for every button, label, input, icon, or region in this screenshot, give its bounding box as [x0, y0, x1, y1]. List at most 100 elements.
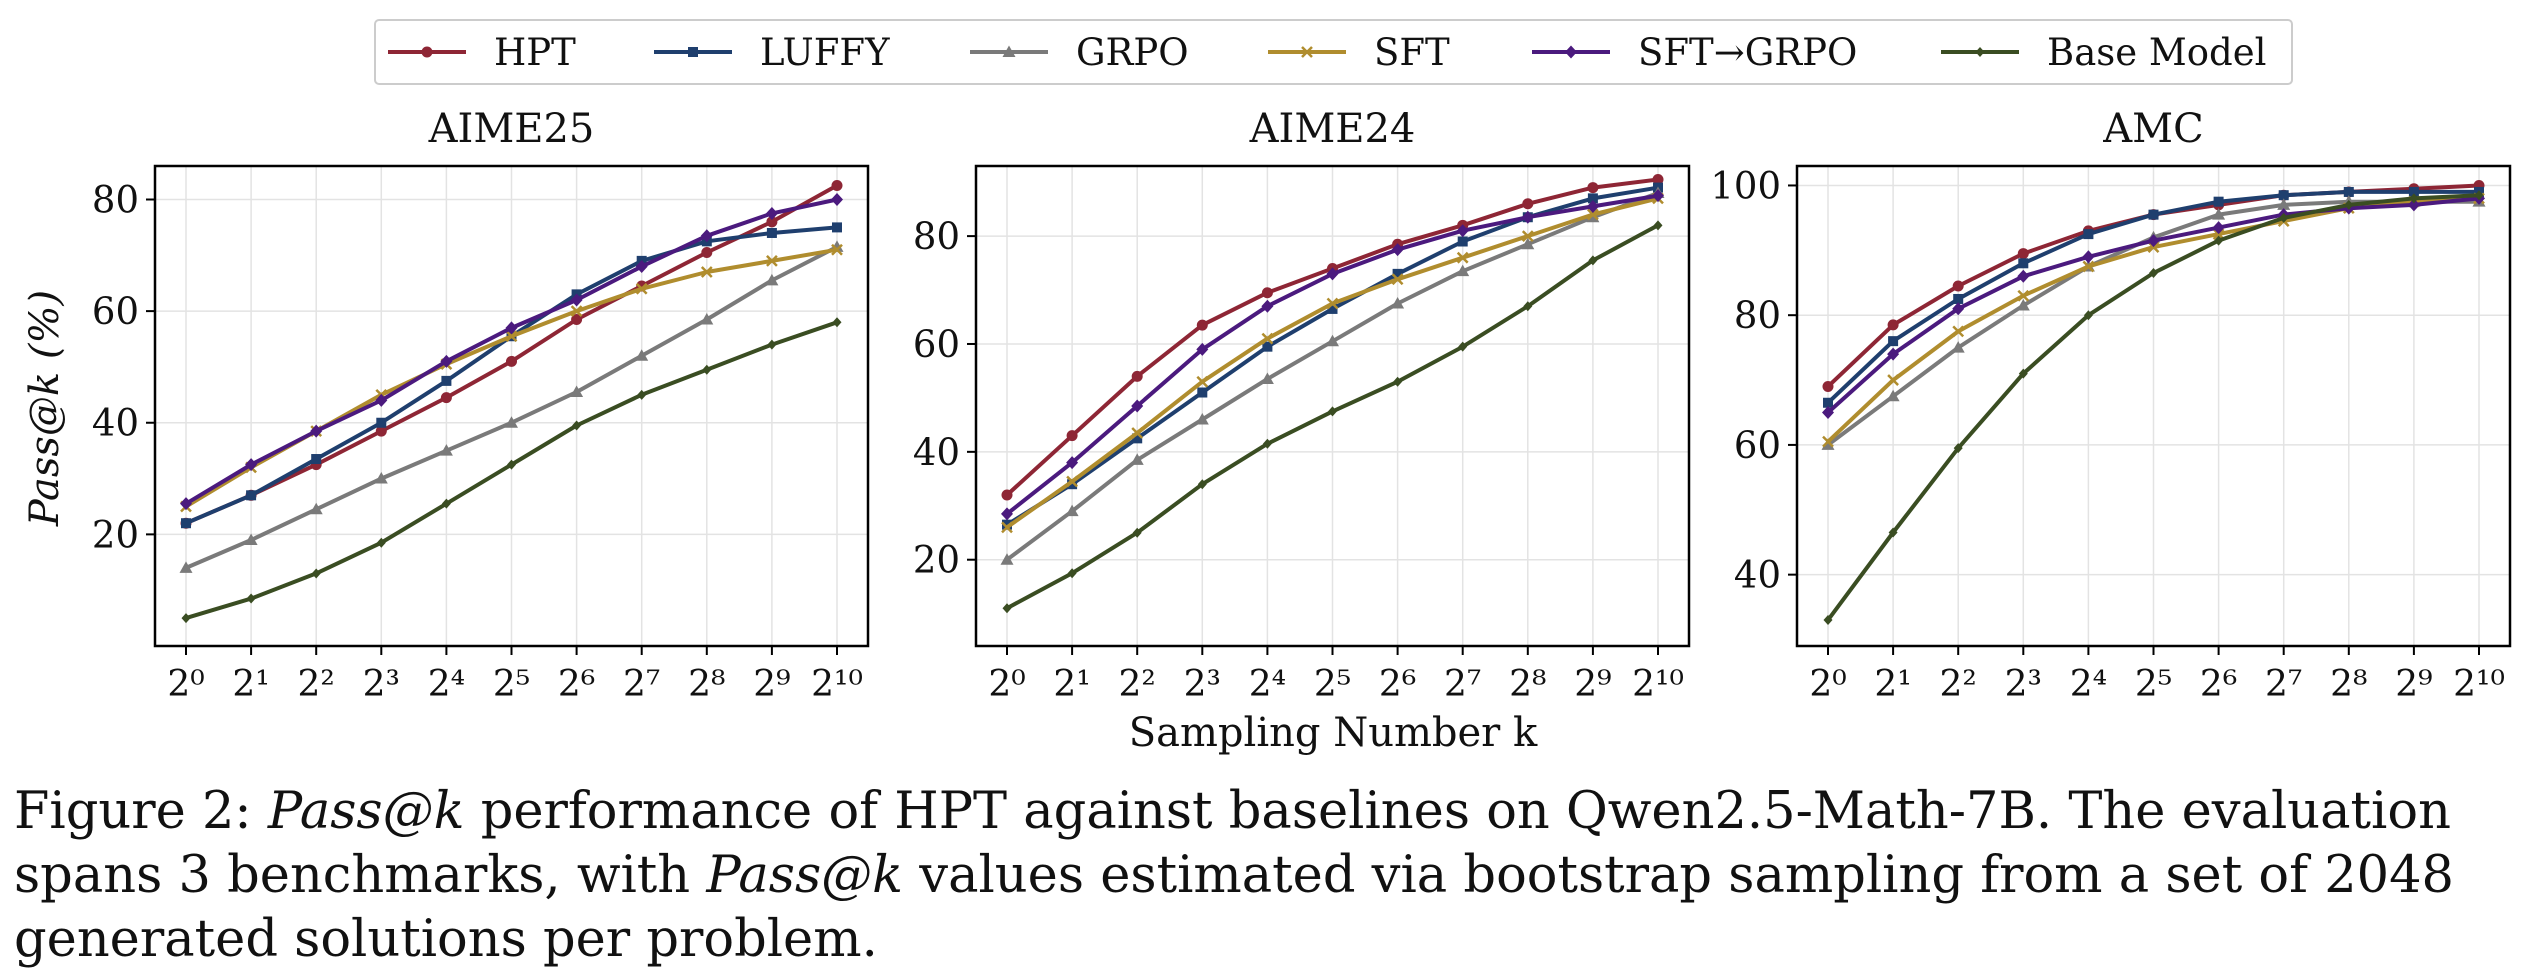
data-point-base-model — [2083, 310, 2093, 321]
data-point-hpt — [571, 313, 583, 325]
caption-text-2: values estimated via bootstrap sampling … — [14, 846, 2454, 969]
data-point-sft — [1952, 325, 1965, 338]
y-tick-label: 80 — [913, 215, 960, 258]
data-point-base-model — [1523, 301, 1533, 312]
data-point-sft-to-grpo — [1652, 189, 1664, 203]
x-tick-label: 2¹⁰ — [1632, 664, 1684, 705]
data-point-grpo — [1065, 504, 1079, 517]
data-point-sft-to-grpo — [375, 393, 388, 407]
data-point-sft-to-grpo — [1521, 210, 1534, 224]
data-point-sft — [1066, 475, 1078, 488]
series-sft-to-grpo — [180, 192, 843, 511]
data-point-sft-to-grpo — [1822, 405, 1834, 419]
data-point-sft — [2082, 260, 2095, 273]
y-tick-label: 40 — [1734, 554, 1781, 597]
data-point-sft-to-grpo — [1001, 507, 1013, 521]
data-point-grpo — [570, 385, 584, 398]
caption-text-1: performance of HPT against baselines on … — [14, 782, 2451, 905]
x-tick-label: 2⁰ — [167, 664, 204, 705]
data-point-sft — [1196, 375, 1209, 388]
data-point-luffy — [246, 490, 257, 501]
data-point-hpt — [1066, 430, 1078, 442]
data-point-base-model — [702, 364, 712, 375]
data-point-base-model — [2018, 368, 2028, 379]
data-point-sft — [1261, 332, 1274, 345]
data-point-grpo — [1886, 389, 1900, 402]
data-point-sft — [1456, 251, 1469, 264]
x-tick-label: 2³ — [363, 664, 400, 705]
series-luffy — [1823, 186, 2484, 408]
x-tick-label: 2⁰ — [1809, 664, 1846, 705]
data-point-sft-to-grpo — [2212, 221, 2225, 235]
data-point-sft-to-grpo — [1586, 199, 1599, 213]
data-point-grpo — [2212, 208, 2226, 220]
legend-label-base-model: Base Model — [2047, 31, 2266, 74]
y-tick-label: 20 — [913, 539, 960, 582]
data-point-sft-to-grpo — [1196, 342, 1209, 356]
data-point-sft — [1587, 208, 1599, 221]
data-point-luffy — [181, 518, 191, 529]
chart-title: AMC — [2102, 106, 2203, 152]
data-point-base-model — [1458, 341, 1468, 352]
x-tick-label: 2⁶ — [558, 664, 595, 705]
data-point-luffy — [1002, 519, 1012, 530]
data-point-hpt — [1196, 319, 1208, 331]
legend: HPT LUFFY GRPO SFT SFT→GRPO Base Model — [374, 19, 2293, 85]
data-point-base-model — [832, 317, 842, 328]
data-point-base-model — [1197, 479, 1207, 490]
data-point-hpt — [440, 392, 452, 404]
series-base-model — [1823, 190, 2484, 626]
data-point-grpo — [1195, 412, 1209, 425]
data-point-luffy — [441, 375, 452, 386]
data-point-hpt — [1522, 198, 1534, 210]
y-tick-label: 60 — [913, 323, 960, 366]
chart-aime25: 2⁰ 2¹ 2² 2³ 2⁴ 2⁵ 2⁶ 2⁷ 2⁸ 2⁹ 2¹⁰ 20 40 60 80 AIME25 — [92, 106, 870, 705]
legend-label-sft-to-grpo: SFT→GRPO — [1638, 31, 1857, 74]
data-point-sft-to-grpo — [2407, 198, 2420, 212]
x-tick-label: 2⁸ — [2330, 664, 2367, 705]
series-sft-to-grpo — [1001, 189, 1664, 521]
data-point-base-model — [376, 537, 386, 548]
data-point-hpt — [1587, 182, 1599, 194]
x-tick-label: 2⁶ — [1379, 664, 1416, 705]
data-point-hpt — [766, 216, 778, 228]
x-tick-label: 2² — [1119, 664, 1156, 705]
y-tick-label: 60 — [92, 290, 139, 333]
data-point-sft-to-grpo — [505, 321, 518, 335]
x-tick-label: 2⁴ — [2070, 664, 2107, 705]
chart-aime24: 2⁰ 2¹ 2² 2³ 2⁴ 2⁵ 2⁶ 2⁷ 2⁸ 2⁹ 2¹⁰ 20 40 60 80 AIME24 — [913, 106, 1691, 705]
data-point-hpt — [1652, 173, 1664, 185]
chart-amc: 2⁰ 2¹ 2² 2³ 2⁴ 2⁵ 2⁶ 2⁷ 2⁸ 2⁹ 2¹⁰ 40 60 80 100 AMC — [1710, 106, 2512, 705]
figure-caption: Figure 2: Pass@k performance of HPT agai… — [14, 780, 2534, 972]
x-tick-label: 2⁵ — [493, 664, 530, 705]
x-tick-label: 2¹ — [1874, 664, 1911, 705]
x-tick-label: 2³ — [1184, 664, 1221, 705]
data-point-grpo — [2016, 298, 2030, 311]
data-point-grpo — [374, 472, 388, 484]
data-point-grpo — [635, 349, 649, 361]
data-point-luffy — [2343, 186, 2354, 197]
data-point-sft-to-grpo — [765, 206, 778, 220]
y-tick-label: 60 — [1734, 424, 1781, 467]
data-point-luffy — [1823, 397, 1833, 408]
data-point-base-model — [1002, 603, 1012, 614]
data-point-sft — [635, 282, 648, 295]
data-point-grpo — [1326, 334, 1339, 347]
data-point-grpo — [1521, 237, 1535, 250]
data-point-luffy — [1132, 433, 1143, 444]
x-tick-label: 2¹⁰ — [2453, 664, 2505, 705]
chart-title: AIME24 — [1249, 106, 1416, 152]
legend-item-luffy: LUFFY — [654, 31, 890, 74]
chart-title: AIME25 — [428, 106, 595, 152]
data-point-base-model — [1653, 220, 1663, 231]
data-point-hpt — [831, 180, 843, 192]
data-point-luffy — [2408, 186, 2419, 197]
legend-item-grpo: GRPO — [970, 31, 1189, 74]
series-base-model — [181, 317, 842, 624]
y-tick-label: 80 — [92, 178, 139, 221]
data-point-sft-to-grpo — [1066, 456, 1079, 470]
x-tick-label: 2¹ — [232, 664, 269, 705]
data-point-sft — [505, 330, 518, 343]
data-point-base-model — [767, 339, 777, 350]
